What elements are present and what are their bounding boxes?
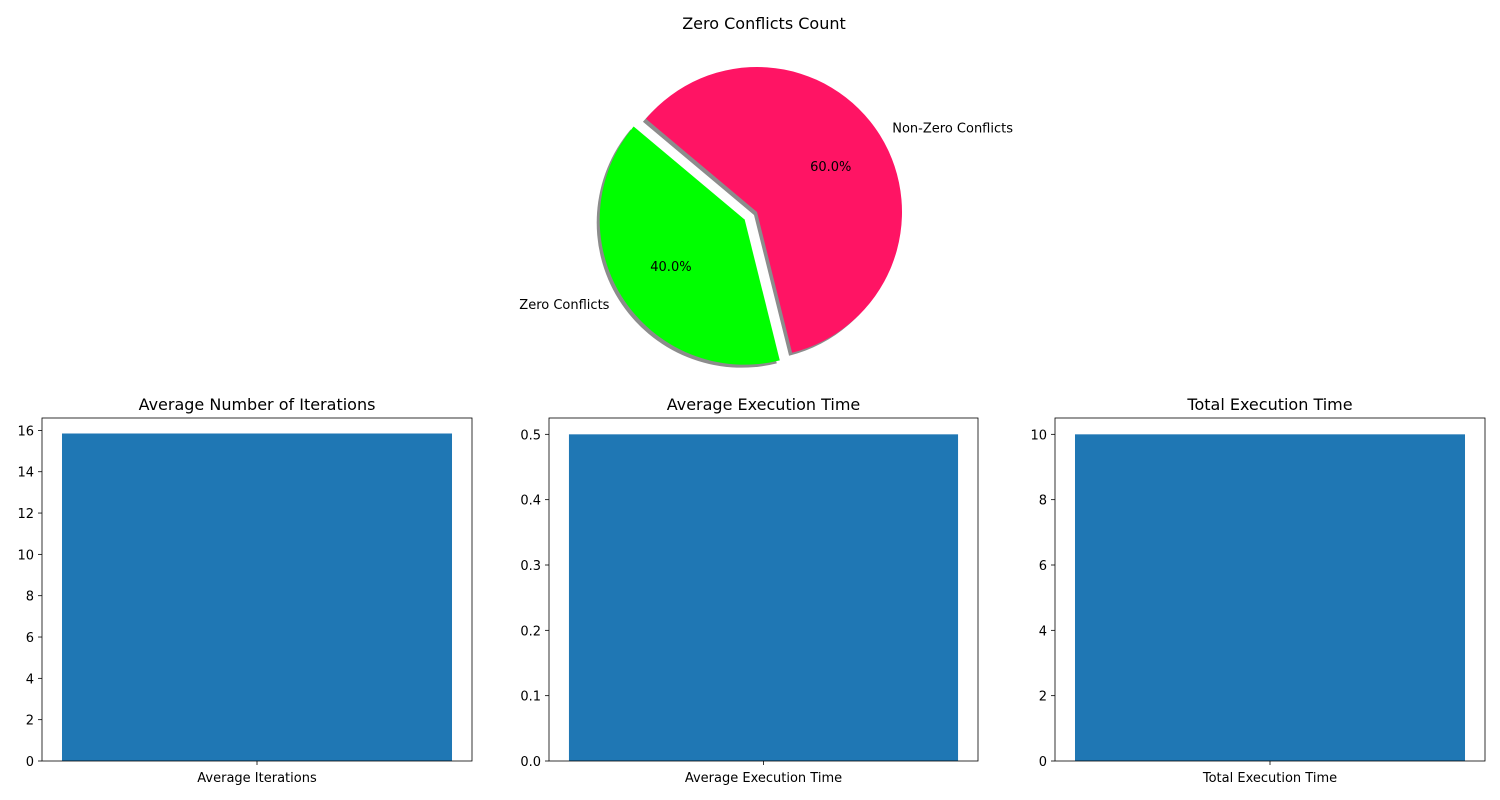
pie-chart: Zero Conflicts Count 40.0% Zero Conflicts… — [519, 14, 1013, 368]
y-tick-label: 0 — [26, 755, 34, 770]
pie-slice — [645, 67, 903, 353]
y-tick-label: 4 — [1039, 624, 1047, 639]
pie-slice-label: Non-Zero Conflicts — [892, 121, 1013, 136]
y-tick-label: 2 — [1039, 690, 1047, 705]
bar-chart-title: Total Execution Time — [1186, 395, 1352, 414]
y-tick-label: 6 — [1039, 559, 1047, 574]
y-tick-label: 8 — [26, 590, 34, 605]
bar-chart-total-execution-time: Total Execution Time Total Execution Tim… — [1030, 395, 1486, 786]
x-tick-label: Total Execution Time — [1202, 771, 1337, 786]
bar-chart-title: Average Execution Time — [667, 395, 861, 414]
y-tick-label: 16 — [17, 424, 34, 439]
y-tick-label: 12 — [17, 507, 34, 522]
bar-chart-title: Average Number of Iterations — [139, 395, 376, 414]
x-tick-label: Average Iterations — [197, 771, 317, 786]
y-tick-label: 6 — [26, 631, 34, 646]
y-tick-label: 14 — [17, 466, 34, 481]
bar — [1074, 434, 1466, 761]
pie-slice-label: Zero Conflicts — [519, 298, 609, 313]
y-tick-label: 0 — [1039, 755, 1047, 770]
pie-slice-percent-label: 60.0% — [810, 160, 851, 175]
y-tick-label: 10 — [17, 548, 34, 563]
axes-frame — [41, 417, 473, 762]
bar-chart-average-iterations: Average Number of Iterations Average Ite… — [17, 395, 473, 786]
y-tick-label: 4 — [26, 672, 34, 687]
y-tick-label: 10 — [1030, 428, 1047, 443]
x-tick-label: Average Execution Time — [685, 771, 842, 786]
y-tick-label: 0.2 — [520, 624, 541, 639]
y-tick-label: 0.5 — [520, 428, 541, 443]
pie-slice — [599, 126, 780, 365]
pie-chart-title: Zero Conflicts Count — [682, 14, 846, 33]
pie-text-layer: 40.0% Zero Conflicts 60.0% Non-Zero Conflic… — [519, 121, 1013, 313]
y-tick-label: 8 — [1039, 494, 1047, 509]
y-tick-label: 0.1 — [520, 690, 541, 705]
y-tick-label: 0.4 — [520, 494, 541, 509]
pie-slice-layer — [599, 67, 903, 365]
bar-chart-average-execution-time: Average Execution Time Average Execution… — [520, 395, 979, 786]
bar — [568, 434, 959, 761]
y-tick-label: 0.3 — [520, 559, 541, 574]
y-tick-label: 0.0 — [520, 755, 541, 770]
bar — [61, 433, 453, 761]
y-tick-label: 2 — [26, 714, 34, 729]
axes-frame — [1054, 417, 1486, 762]
axes-frame — [548, 417, 979, 762]
pie-slice-percent-label: 40.0% — [650, 260, 691, 275]
